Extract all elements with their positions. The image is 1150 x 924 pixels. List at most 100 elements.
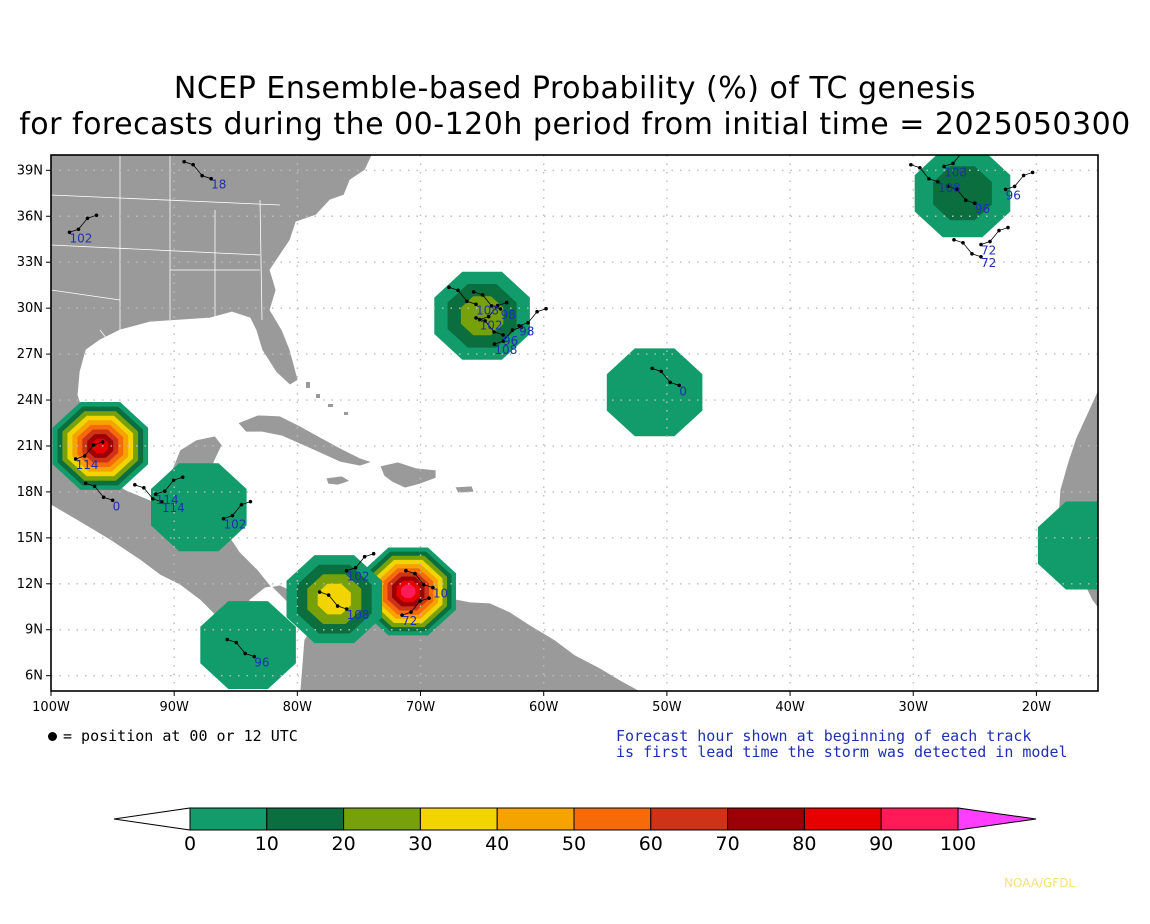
track-position-dot: [519, 325, 524, 329]
track-position-dot: [83, 481, 88, 486]
lat-tick-label: 9N: [25, 623, 43, 638]
track-position-dot: [535, 309, 539, 314]
forecast-hour-label: 98: [519, 325, 534, 339]
track-position-dot: [73, 457, 78, 461]
lat-tick-label: 24N: [17, 393, 43, 408]
track-position-dot: [456, 288, 460, 293]
track-position-dot: [979, 254, 983, 259]
colorbar-label: 20: [332, 833, 356, 855]
storm-track: [448, 286, 477, 305]
track-position-dot: [100, 440, 105, 444]
track-position-dot: [952, 237, 956, 242]
track-position-dot: [927, 176, 931, 181]
track-position-dot: [988, 239, 992, 244]
land-jamaica: [325, 475, 351, 486]
track-position-dot: [151, 497, 155, 501]
forecast-hour-label: 0: [113, 499, 121, 513]
forecast-hour-label: 96: [975, 202, 990, 216]
storm-tracks: [67, 155, 1035, 659]
track-position-dot: [91, 443, 96, 447]
forecast-hour-label: 108: [938, 181, 961, 195]
position-dot-icon: [48, 732, 57, 741]
track-position-dot: [191, 162, 195, 167]
storm-track: [475, 317, 504, 336]
storm-track: [227, 639, 255, 657]
forecast-hour-label: 114: [156, 493, 179, 507]
prob-contour-northeast-atlantic-10: [933, 166, 992, 221]
storm-track: [479, 302, 507, 320]
prob-contour-caribbean-west-30: [317, 583, 351, 615]
storm-track: [69, 214, 97, 233]
track-position-legend: = position at 00 or 12 UTC: [48, 728, 298, 744]
track-position-dot: [465, 299, 469, 304]
track-position-dot: [942, 164, 946, 169]
track-position-dot: [162, 489, 167, 493]
chart-title-line-1: NCEP Ensemble-based Probability (%) of T…: [173, 71, 977, 106]
land-bahamas: [306, 382, 348, 415]
track-position-dot: [501, 339, 506, 343]
colorbar-segment: [803, 807, 882, 831]
colorbar-label: 70: [716, 833, 740, 855]
colorbar-label: 40: [485, 833, 509, 855]
track-position-dot: [160, 500, 164, 504]
lat-tick-label: 30N: [17, 301, 43, 316]
forecast-hour-label: 114: [76, 458, 99, 472]
colorbar-over-arrow: [957, 807, 1037, 831]
longitude-axis: 100W 90W 80W 70W 60W 50W 40W 30W 20W: [32, 691, 1051, 715]
forecast-hour-label: 102: [347, 570, 370, 584]
prob-contour-yucatan-0: [151, 463, 247, 552]
track-position-dot: [979, 242, 983, 247]
track-position-dot: [371, 551, 376, 556]
colorbar-label: 10: [255, 833, 279, 855]
forecast-hour-label: 0: [679, 384, 687, 398]
colorbar-label: 30: [408, 833, 432, 855]
forecast-hour-label: 98: [501, 308, 516, 322]
colorbar-segment: [573, 807, 652, 831]
forecast-hour-label: 102: [223, 518, 246, 532]
land-hispaniola: [379, 461, 437, 489]
track-position-dot: [413, 571, 417, 576]
track-position-dot: [909, 162, 913, 167]
track-position-dot: [486, 314, 491, 319]
storm-track: [134, 484, 162, 503]
track-position-dot: [544, 306, 548, 311]
forecast-hour-label: 102: [480, 319, 503, 333]
lon-tick-label: 50W: [652, 700, 682, 715]
forecast-hour-label: 108: [944, 165, 967, 179]
colorbar-segment: [419, 807, 498, 831]
storm-track: [223, 501, 251, 520]
track-position-dot: [209, 176, 213, 181]
track-position-dot: [474, 316, 478, 320]
position-legend-text: = position at 00 or 12 UTC: [63, 727, 298, 745]
lon-tick-label: 30W: [899, 700, 929, 715]
track-position-dot: [335, 604, 340, 608]
prob-contour-west-africa-0: [1037, 501, 1098, 590]
track-position-dot: [659, 369, 663, 374]
storm-track: [980, 227, 1009, 245]
land-cuba: [237, 414, 374, 467]
forecast-hour-label: 72: [981, 244, 996, 258]
track-position-dot: [970, 251, 974, 256]
track-position-dot: [409, 610, 413, 614]
track-position-dot: [67, 230, 72, 235]
forecast-hour-note-line-1: Forecast hour shown at beginning of each…: [616, 727, 1032, 745]
track-position-dot: [133, 483, 137, 487]
lon-tick-label: 20W: [1022, 700, 1052, 715]
track-position-dot: [510, 328, 515, 332]
track-position-dot: [344, 568, 349, 573]
track-position-dot: [495, 303, 500, 308]
storm-track: [910, 164, 938, 183]
track-position-dot: [76, 227, 81, 232]
probability-contours: [52, 155, 1098, 689]
state-borders: [51, 155, 281, 421]
forecast-hour-note-line-2: is first lead time the storm was detecte…: [616, 743, 1068, 761]
colorbar-segment: [266, 807, 345, 831]
track-position-dot: [498, 307, 503, 311]
storm-track: [405, 570, 433, 588]
storm-track: [85, 482, 113, 501]
track-position-dot: [973, 201, 977, 205]
storm-track: [494, 326, 522, 345]
lon-tick-label: 40W: [775, 700, 805, 715]
track-position-dot: [501, 333, 505, 337]
